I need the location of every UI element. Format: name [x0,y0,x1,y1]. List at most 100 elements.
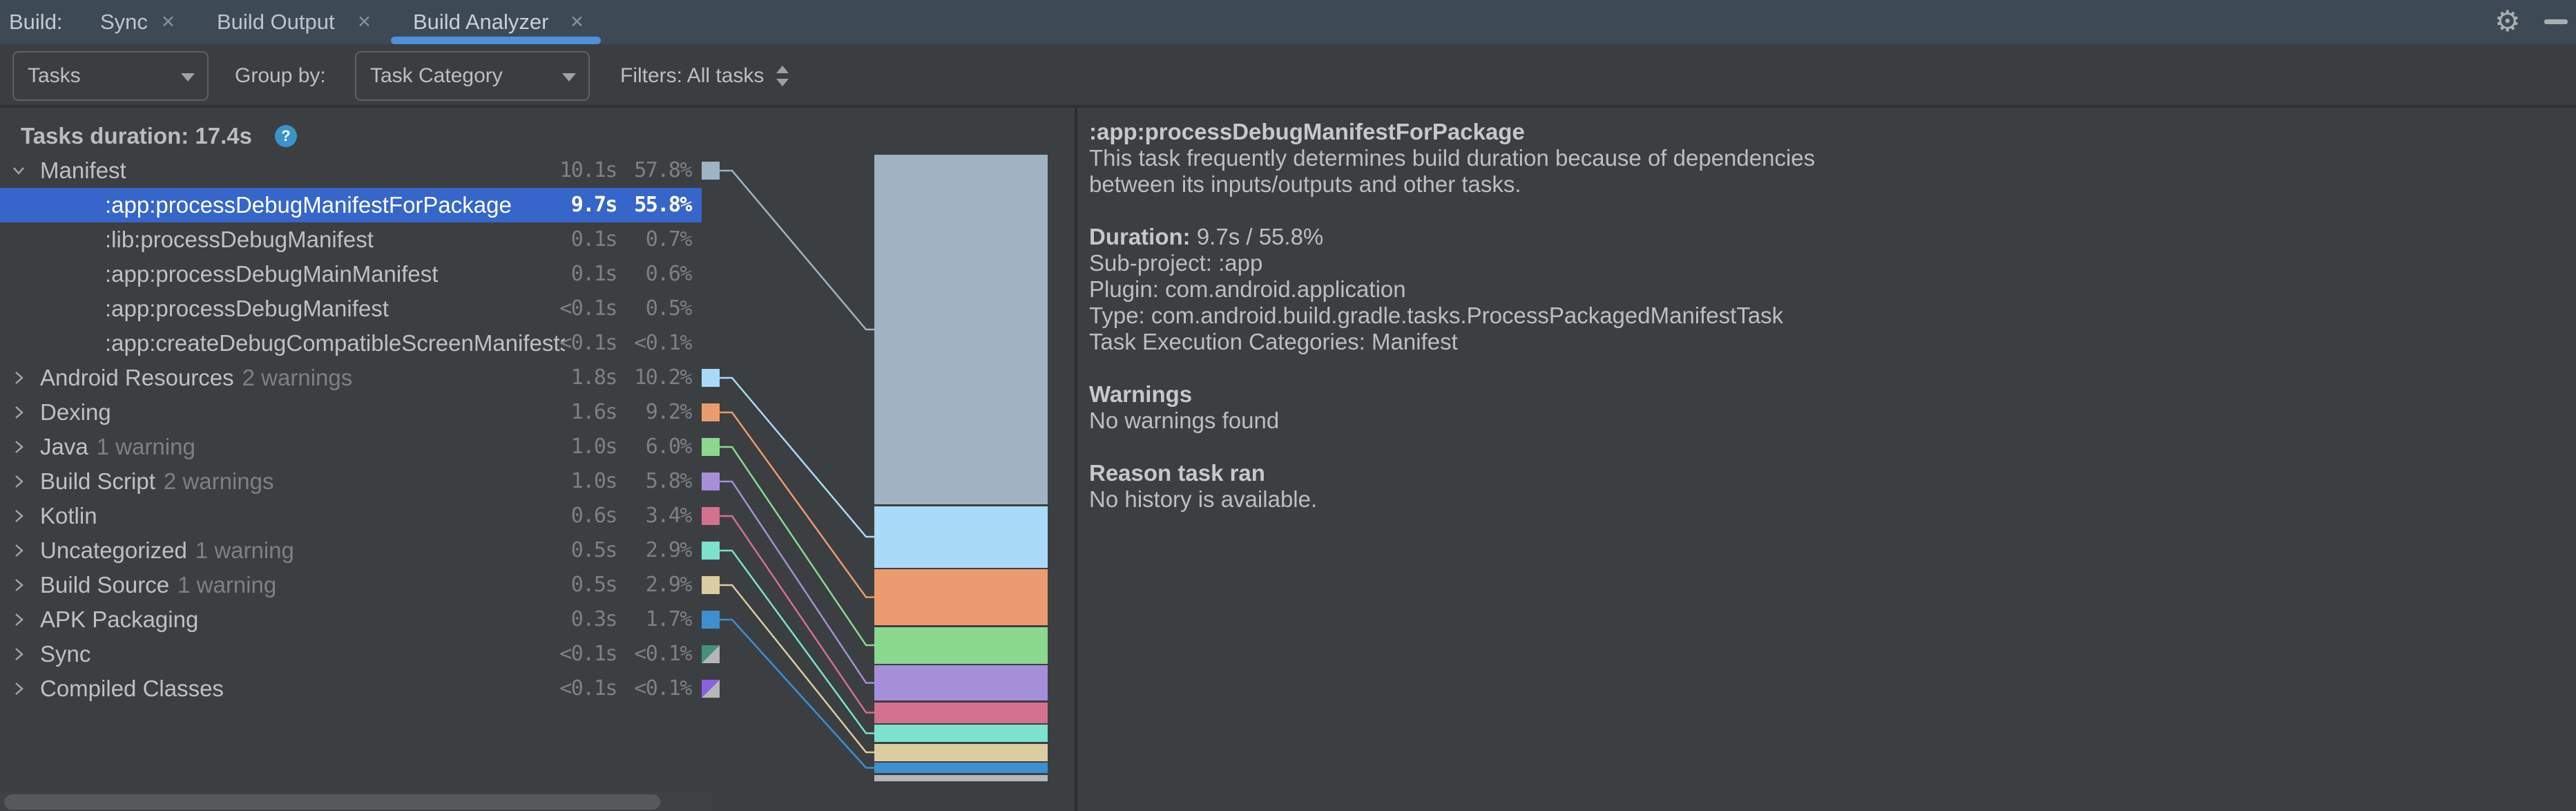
duration-value: 0.1s [570,262,618,286]
task-label: Sync [40,641,91,667]
percent-value: 6.0% [645,435,693,459]
duration-value: 0.5s [570,538,618,562]
view-mode-combobox[interactable]: Tasks [12,51,209,101]
details-text: Plugin: com.android.application [1089,276,1406,302]
active-tab-underline [391,37,601,44]
task-label: :app:processDebugManifestForPackage [105,192,512,218]
connector-line [720,446,874,647]
task-label: Uncategorized 1 warning [40,537,294,563]
task-label: Compiled Classes [40,676,224,701]
tree-row[interactable]: Sync <0.1s <0.1% [0,637,702,671]
percent-value: 9.2% [645,400,693,424]
details-heading: :app:processDebugManifestForPackage [1089,119,1525,144]
percent-value: 5.8% [645,469,693,493]
percent-value: <0.1% [634,642,692,666]
percent-value: 0.5% [645,296,693,321]
chevron-collapsed-icon[interactable] [8,368,29,388]
bar-segment-build-source [874,743,1048,761]
category-color-swatch [702,507,720,525]
duration-value: 1.6s [570,400,618,424]
horizontal-scrollbar-thumb[interactable] [4,794,660,810]
sort-up-icon[interactable] [776,66,789,73]
tree-row[interactable]: Compiled Classes <0.1s <0.1% [0,671,702,706]
bar-segment-android-resources [874,506,1048,568]
percent-value: 2.9% [645,538,693,562]
close-tab-icon[interactable]: ✕ [357,12,372,32]
tree-row[interactable]: Build Script 2 warnings 1.0s 5.8% [0,464,702,499]
tree-row[interactable]: :app:processDebugManifest <0.1s 0.5% [0,292,702,326]
chevron-collapsed-icon[interactable] [8,506,29,526]
category-color-swatch [702,645,720,663]
chevron-collapsed-icon[interactable] [8,678,29,699]
details-text: Duration: 9.7s / 55.8% [1089,224,1324,249]
tree-row[interactable]: :app:processDebugMainManifest 0.1s 0.6% [0,257,702,292]
percent-value: 2.9% [645,573,693,597]
task-label: :app:processDebugManifest [105,296,389,321]
connector-line [720,549,874,734]
chevron-collapsed-icon[interactable] [8,471,29,492]
tree-row[interactable]: Java 1 warning 1.0s 6.0% [0,430,702,464]
gear-icon[interactable]: ⚙ [2495,4,2521,38]
bar-segment-kotlin [874,702,1048,723]
chevron-collapsed-icon[interactable] [8,644,29,665]
chevron-collapsed-icon[interactable] [8,402,29,423]
tree-row[interactable]: :app:processDebugManifestForPackage 9.7s 5… [0,188,702,222]
build-label: Build: [9,10,63,34]
duration-value: <0.1s [559,296,617,321]
group-by-combobox[interactable]: Task Category [355,51,590,101]
task-label: :app:createDebugCompatibleScreenManifest… [105,330,565,356]
tab-build-output[interactable]: Build Output [217,10,335,34]
details-text: This task frequently determines build du… [1089,145,1816,171]
task-label: Android Resources 2 warnings [40,365,353,390]
percent-value: 3.4% [645,504,693,528]
task-label: Java 1 warning [40,434,195,459]
horizontal-scrollbar-track[interactable] [0,792,711,811]
tree-row[interactable]: :lib:processDebugManifest 0.1s 0.7% [0,222,702,257]
chevron-collapsed-icon[interactable] [8,575,29,595]
duration-value: 0.6s [570,504,618,528]
tree-row[interactable]: Build Source 1 warning 0.5s 2.9% [0,568,702,602]
tree-row[interactable]: :app:createDebugCompatibleScreenManifest… [0,326,702,361]
tree-row[interactable]: APK Packaging 0.3s 1.7% [0,602,702,637]
tree-row[interactable]: Android Resources 2 warnings 1.8s 10.2% [0,361,702,395]
filters-label[interactable]: Filters: All tasks [620,64,765,87]
chevron-expanded-icon[interactable] [8,160,29,181]
connector-line [720,411,874,598]
bar-segment-other [874,774,1048,781]
close-tab-icon[interactable]: ✕ [570,12,584,32]
group-by-label: Group by: [235,64,326,87]
duration-value: <0.1s [559,642,617,666]
task-label: Kotlin [40,503,97,528]
tab-sync[interactable]: Sync [100,10,148,34]
chevron-collapsed-icon[interactable] [8,609,29,630]
sort-down-icon[interactable] [776,79,789,86]
help-icon[interactable]: ? [275,125,297,147]
tree-row[interactable]: Uncategorized 1 warning 0.5s 2.9% [0,533,702,568]
warning-count: 1 warning [195,537,294,563]
chevron-collapsed-icon[interactable] [8,540,29,561]
details-text: between its inputs/outputs and other tas… [1089,171,1521,197]
details-text: Task Execution Categories: Manifest [1089,329,1458,354]
minimize-icon[interactable] [2544,19,2568,24]
task-label: :lib:processDebugManifest [105,227,374,252]
tree-row[interactable]: Dexing 1.6s 9.2% [0,395,702,430]
connector-line [720,480,874,684]
connector-line [720,618,874,769]
percent-value: 10.2% [634,365,692,390]
category-color-swatch [702,542,720,560]
percent-value: 1.7% [645,607,693,631]
bar-segment-manifest [874,155,1048,504]
tab-build-analyzer[interactable]: Build Analyzer [413,10,549,34]
bar-segment-dexing [874,569,1048,625]
details-text [1089,198,2526,224]
details-field-label: Duration: [1089,224,1191,249]
warning-count: 1 warning [96,434,195,459]
tree-row[interactable]: Manifest 10.1s 57.8% [0,153,702,188]
connector-line [720,169,874,331]
category-color-swatch [702,680,720,698]
close-tab-icon[interactable]: ✕ [161,12,175,32]
panel-divider[interactable] [1075,108,1077,811]
tree-row[interactable]: Kotlin 0.6s 3.4% [0,499,702,533]
chevron-collapsed-icon[interactable] [8,437,29,457]
duration-value: 1.0s [570,435,618,459]
